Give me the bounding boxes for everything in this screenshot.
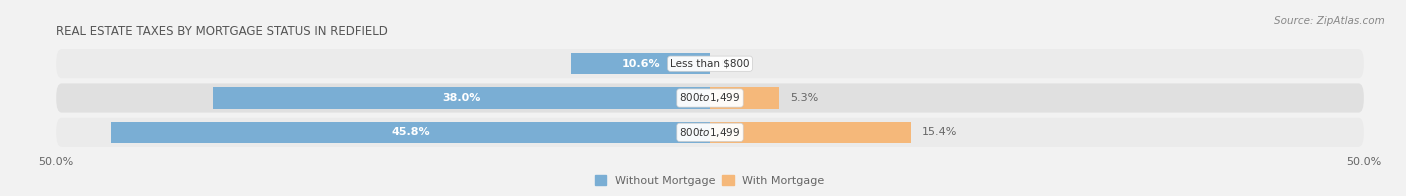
Text: $800 to $1,499: $800 to $1,499	[679, 92, 741, 104]
FancyBboxPatch shape	[56, 83, 1364, 113]
Bar	[710, 122, 911, 143]
Bar	[571, 53, 710, 74]
Text: $800 to $1,499: $800 to $1,499	[679, 126, 741, 139]
Bar	[710, 87, 779, 109]
Text: Source: ZipAtlas.com: Source: ZipAtlas.com	[1274, 16, 1385, 26]
Text: Less than $800: Less than $800	[671, 59, 749, 69]
Text: 10.6%: 10.6%	[621, 59, 659, 69]
Legend: Without Mortgage, With Mortgage: Without Mortgage, With Mortgage	[595, 175, 825, 186]
Text: REAL ESTATE TAXES BY MORTGAGE STATUS IN REDFIELD: REAL ESTATE TAXES BY MORTGAGE STATUS IN …	[56, 25, 388, 38]
FancyBboxPatch shape	[56, 49, 1364, 78]
Text: 5.3%: 5.3%	[790, 93, 818, 103]
Text: 15.4%: 15.4%	[922, 127, 957, 137]
FancyBboxPatch shape	[56, 118, 1364, 147]
Text: 45.8%: 45.8%	[391, 127, 430, 137]
Text: 0.0%: 0.0%	[720, 59, 749, 69]
Bar	[111, 122, 710, 143]
Text: 38.0%: 38.0%	[443, 93, 481, 103]
Bar	[214, 87, 710, 109]
